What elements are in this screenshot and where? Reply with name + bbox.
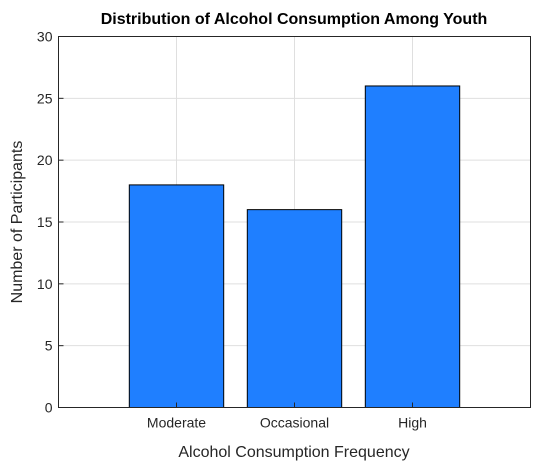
x-axis-label: Alcohol Consumption Frequency xyxy=(178,444,409,461)
y-tick-label: 5 xyxy=(45,338,53,354)
y-tick-label: 0 xyxy=(45,400,53,416)
x-tick-label: High xyxy=(398,415,427,431)
y-tick-label: 30 xyxy=(37,29,53,45)
bar-moderate xyxy=(128,184,225,408)
chart-title: Distribution of Alcohol Consumption Amon… xyxy=(101,11,488,28)
y-tick-label: 10 xyxy=(37,276,53,292)
x-axis-ticks: Moderate Occasional High xyxy=(147,402,427,431)
y-tick-label: 20 xyxy=(37,152,53,168)
bar-occasional xyxy=(246,209,343,408)
bar-high xyxy=(364,85,461,408)
y-axis-label: Number of Participants xyxy=(9,141,26,304)
bars xyxy=(128,85,461,408)
x-tick-label: Occasional xyxy=(260,415,329,431)
y-tick-label: 15 xyxy=(37,214,53,230)
y-axis-ticks: 0 5 10 15 20 25 30 xyxy=(37,29,64,416)
x-tick-label: Moderate xyxy=(147,415,206,431)
y-tick-label: 25 xyxy=(37,90,53,106)
